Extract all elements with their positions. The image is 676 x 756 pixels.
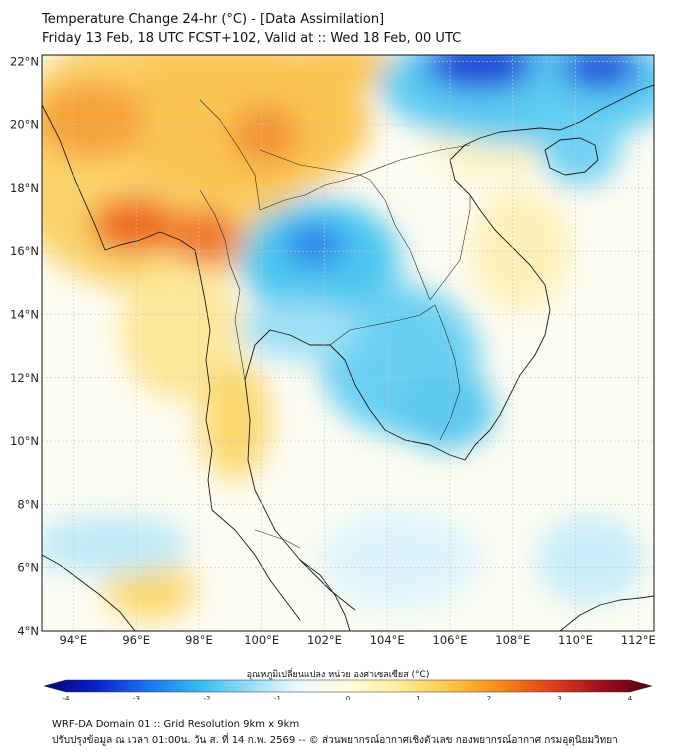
lat-label: 16°N [10,244,39,258]
map-frame [41,54,655,632]
lon-label: 110°E [558,633,593,647]
cool-region [42,515,190,575]
lon-label: 106°E [433,633,468,647]
borders [199,99,471,549]
latitude-labels: 22°N 20°N 18°N 16°N 14°N 12°N 10°N 8°N 6°N 4°N [10,54,39,638]
colorbar-tick-label: -3 [133,695,140,700]
border-laos-vietnam [429,195,471,301]
coastline-borneo [559,595,654,631]
cool-region [395,370,495,450]
border-cambodia-vietnam [434,304,461,441]
lat-label: 12°N [10,371,39,385]
colorbar-tick-label: -1 [274,695,281,700]
coastline-south-china [539,84,654,131]
warm-region [105,560,195,620]
chart-title: Temperature Change 24-hr (°C) - [Data As… [42,12,385,27]
lat-label: 18°N [10,181,39,195]
colorbar-tick-label: 3 [557,695,561,700]
cool-region [240,300,360,360]
temperature-field [42,55,654,620]
coastline-vietnam-north [449,127,541,196]
warm-region [200,360,270,480]
lon-label: 104°E [370,633,405,647]
cool-region [380,55,654,145]
cool-region [540,115,620,185]
lat-label: 10°N [10,434,39,448]
longitude-labels: 94°E 96°E 98°E 100°E 102°E 104°E 106°E 108°E 110… [60,633,656,647]
temperature-map: 22°N 20°N 18°N 16°N 14°N 12°N 10°N 8°N 6°N 4°N 94… [10,54,656,700]
border-myanmar-thailand [199,189,246,381]
cool-region [535,515,645,605]
lon-label: 100°E [244,633,279,647]
warm-region [470,190,570,310]
lon-label: 96°E [122,633,150,647]
colorbar-tick-label: 0 [346,695,350,700]
colorbar-title: อุณหภูมิเปลี่ยนแปลง หน่วย องศาเซลเซียส (… [246,670,430,680]
lon-label: 98°E [185,633,213,647]
footer-model-info: WRF-DA Domain 01 :: Grid Resolution 9km … [52,719,300,730]
lat-label: 4°N [17,624,39,638]
footer-update-info: ปรับปรุงข้อมูล ณ เวลา 01:00น. วัน ส. ที่… [52,735,618,746]
coastline-myanmar-west [42,104,213,511]
warm-region [290,55,390,90]
colorbar-tick-label: 2 [487,695,491,700]
coastline-malaysia-east [299,559,351,631]
colorbar-tick-label: 1 [416,695,420,700]
colorbar-tick-label: -2 [204,695,211,700]
cool-core [560,55,640,88]
colorbar: -4 -3 -2 -1 0 1 2 3 4 [43,679,653,700]
colorbar-ticks: -4 -3 -2 -1 0 1 2 3 4 [63,695,633,700]
coastline-hainan [544,137,599,176]
chart-subtitle: Friday 13 Feb, 18 UTC FCST+102, Valid at… [42,31,462,46]
warm-region [42,80,145,160]
colorbar-bar [43,679,653,693]
warm-region [230,105,300,165]
lon-label: 102°E [307,633,342,647]
lat-label: 22°N [10,54,39,68]
border-thailand-cambodia [329,304,436,346]
cool-core [285,225,345,265]
lat-label: 6°N [17,561,39,575]
cool-region [320,510,480,610]
lon-label: 108°E [495,633,530,647]
lat-label: 8°N [17,497,39,511]
border-myanmar-china [199,99,261,211]
warm-core [90,197,180,253]
colorbar-tick-label: -4 [63,695,71,700]
colorbar-tick-label: 4 [628,695,633,700]
lat-label: 20°N [10,118,39,132]
border-thailand-malaysia [254,529,301,549]
border-china-laos [259,144,471,176]
lon-label: 94°E [60,633,88,647]
cool-core [425,55,535,90]
warm-region [120,260,240,400]
lon-label: 112°E [621,633,656,647]
warm-core [170,208,240,268]
coastline-sumatra [42,554,136,631]
border-thailand-laos [259,174,431,301]
lat-label: 14°N [10,308,39,322]
